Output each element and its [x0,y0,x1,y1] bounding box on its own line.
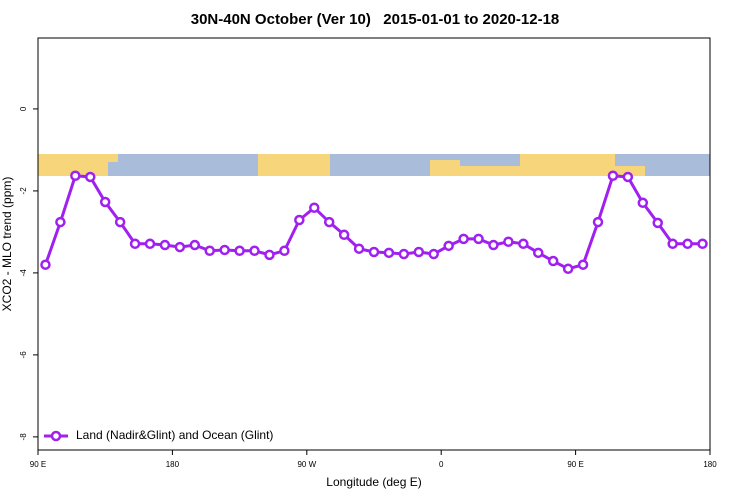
point [353,243,365,254]
point [652,217,663,229]
legend-label: Land (Nadir&Glint) and Ocean (Glint) [76,428,273,442]
point [622,171,634,183]
y-axis-label: XCO2 - MLO trend (ppm) [0,177,14,312]
point [368,246,380,258]
point [219,244,230,256]
x-tick-label: 90 W [297,460,316,469]
x-tick-label: 180 [166,460,180,469]
x-tick-label: 0 [439,460,444,469]
point [473,233,484,245]
point [279,245,290,257]
point [99,196,111,208]
x-tick-label: 90 E [567,460,583,469]
point [458,233,469,245]
point [607,170,619,181]
point [114,216,126,228]
point [667,238,678,250]
point [562,263,574,275]
point [55,216,66,228]
point [70,170,81,181]
point [204,245,215,257]
point [294,214,305,226]
point [697,238,708,250]
point [413,246,425,258]
y-tick-label: -4 [19,269,28,277]
legend-marker [50,430,62,442]
point [428,248,439,260]
point [309,202,320,213]
point [40,259,51,270]
point [503,236,514,247]
point [383,247,395,259]
point [264,249,275,261]
point [159,239,171,251]
point [189,239,201,251]
point [577,259,589,270]
y-tick-label: -2 [19,187,28,195]
point [174,241,186,253]
x-axis-label: Longitude (deg E) [326,475,421,489]
point [338,229,350,241]
point [249,245,260,257]
point [398,248,410,260]
y-tick-label: 0 [19,106,28,111]
point [518,238,529,250]
plot-frame [37,37,711,451]
point [547,255,559,267]
chart-title: 30N-40N October (Ver 10) 2015-01-01 to 2… [191,11,560,28]
x-tick-label: 90 E [30,460,46,469]
point [234,245,245,257]
map-strip [38,154,710,176]
x-tick-label: 180 [703,460,717,469]
point [443,240,454,252]
y-tick-label: -8 [19,433,28,441]
point [637,197,649,209]
point [144,238,156,250]
point [85,171,96,183]
point [488,239,499,251]
point [533,247,544,259]
point [129,238,141,250]
point [323,216,335,228]
point [682,238,693,250]
point [592,216,604,228]
y-tick-label: -6 [19,351,28,359]
